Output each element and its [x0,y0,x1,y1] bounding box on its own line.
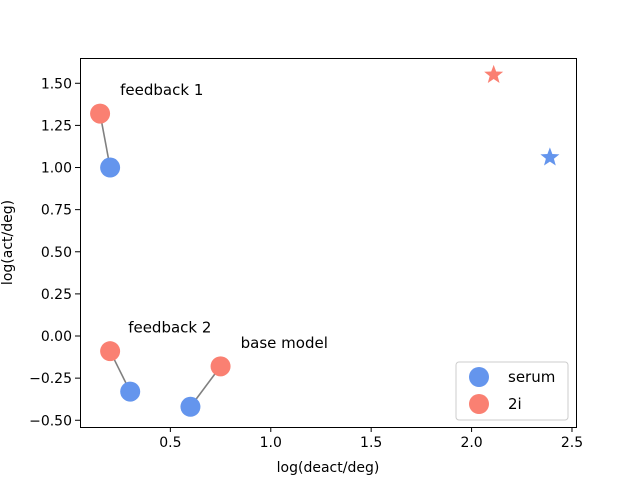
legend-label: serum [508,368,555,386]
y-axis: −0.50 −0.25 0.00 0.25 0.50 0.75 1.00 1.25 1.50 [29,76,80,429]
y-tick-label: 1.50 [41,76,72,92]
y-axis-label: log(act/deg) [0,200,16,285]
annotation-label: base model [241,334,328,352]
annotation-label: feedback 1 [120,81,203,99]
x-tick-label: 1.5 [360,435,382,451]
legend-label: 2i [508,395,522,413]
2i-point [90,103,111,124]
y-tick-label: 0.25 [41,287,72,303]
annotations-layer: feedback 1 feedback 2 base model [120,81,328,352]
x-axis: 0.5 1.0 1.5 2.0 2.5 [159,427,583,451]
x-tick-label: 1.0 [260,435,282,451]
serum-point [100,157,121,178]
y-tick-label: 0.00 [41,329,72,345]
2i-point [100,341,121,362]
y-tick-label: 0.75 [41,203,72,219]
points-layer [90,64,560,417]
y-tick-label: 1.25 [41,118,72,134]
y-tick-label: 1.00 [41,161,72,177]
legend-marker [469,367,489,387]
y-tick-label: 0.50 [41,245,72,261]
x-tick-label: 2.0 [460,435,482,451]
y-tick-label: −0.25 [29,371,72,387]
connectors-layer [99,113,222,408]
serum-point [120,381,141,402]
y-tick-label: −0.50 [29,413,72,429]
star-marker [540,147,560,166]
x-tick-label: 0.5 [159,435,181,451]
2i-point [210,356,231,377]
legend: serum 2i [455,361,569,421]
annotation-label: feedback 2 [128,319,211,337]
plot-frame [80,58,577,428]
serum-point [180,396,201,417]
star-marker [484,64,504,83]
x-tick-label: 2.5 [561,435,583,451]
legend-marker [469,394,489,414]
x-axis-label: log(deact/deg) [277,460,380,476]
